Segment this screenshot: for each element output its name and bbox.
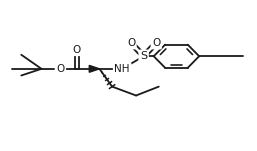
Text: O: O xyxy=(73,45,81,55)
Text: S: S xyxy=(140,51,147,61)
Text: O: O xyxy=(127,38,135,48)
Text: NH: NH xyxy=(114,64,130,74)
Polygon shape xyxy=(89,65,99,72)
Text: O: O xyxy=(152,38,160,48)
Text: O: O xyxy=(56,64,65,74)
